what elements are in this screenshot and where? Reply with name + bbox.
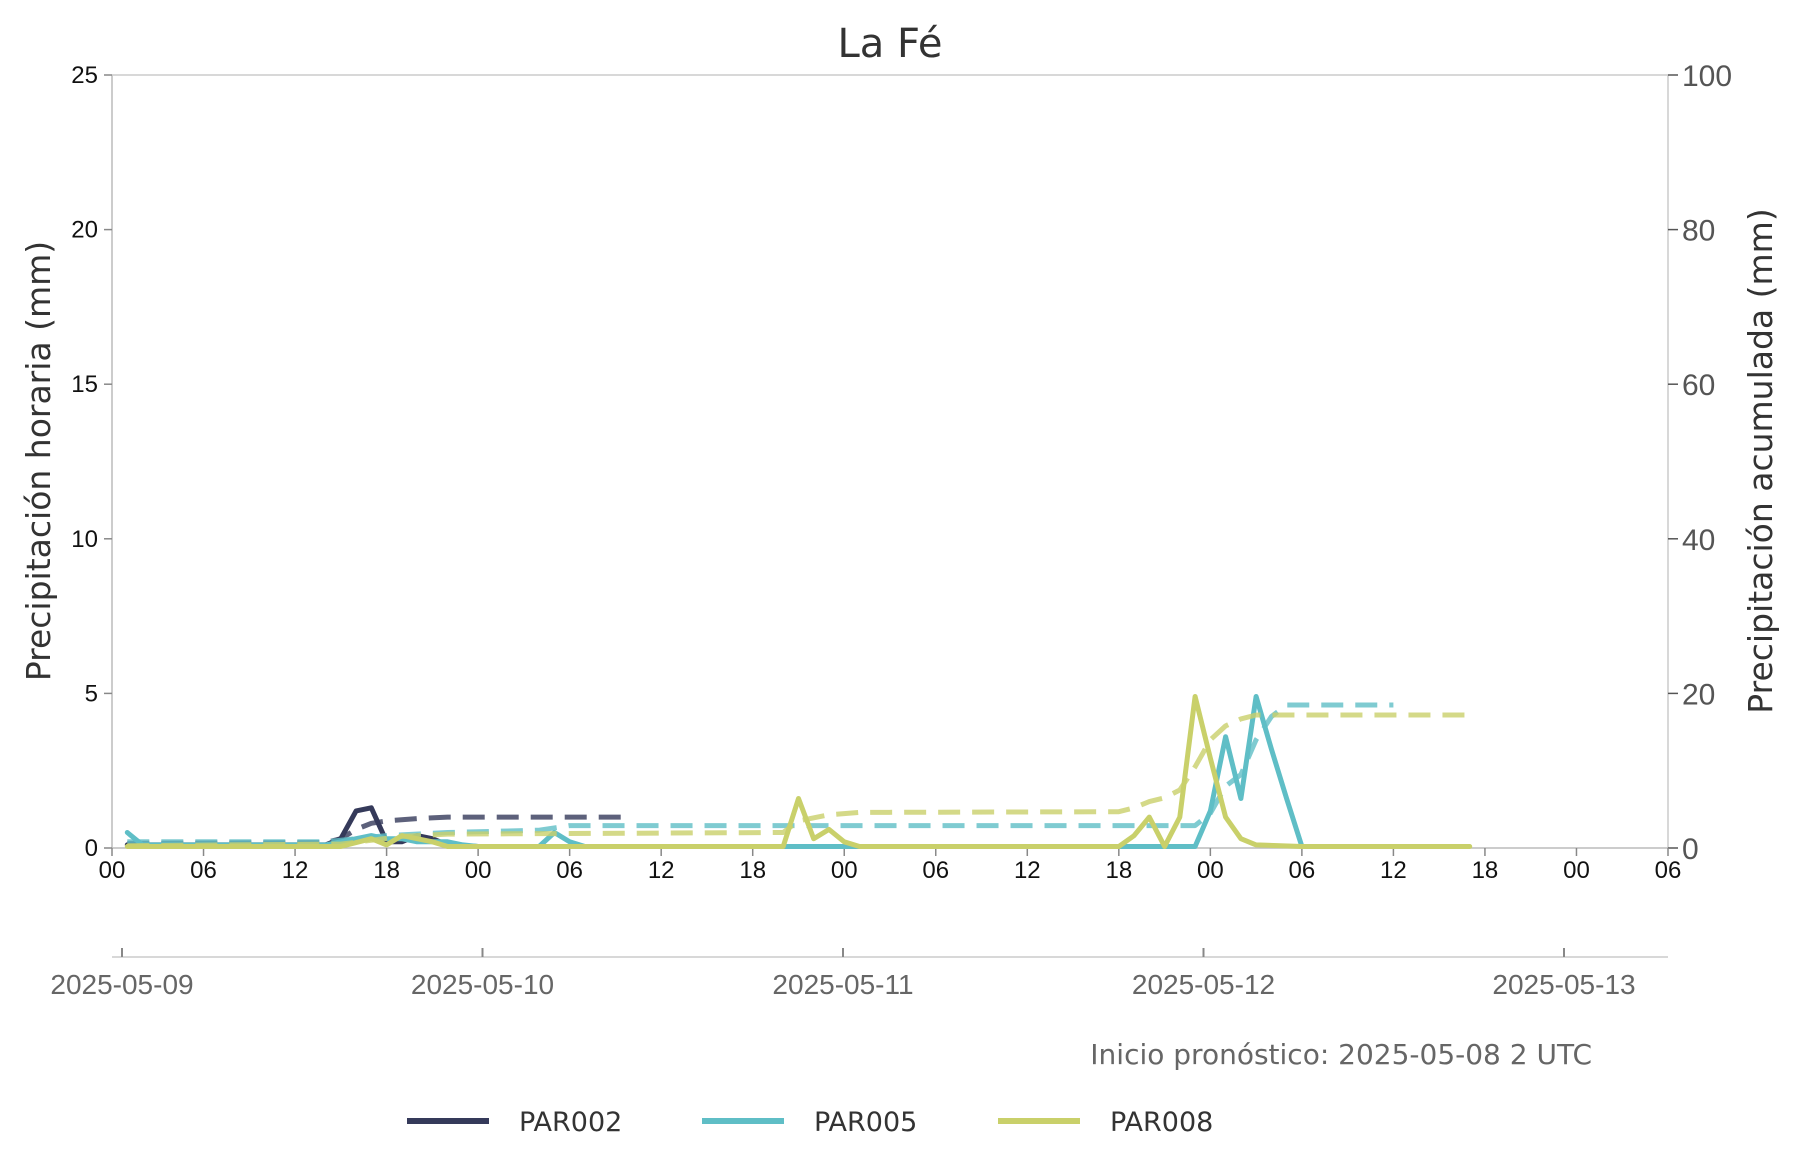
hour-tick-label: 12 (1014, 857, 1041, 884)
hour-tick-label: 06 (1289, 857, 1316, 884)
legend-item-par005: PAR005 (702, 1107, 917, 1138)
right-tick-label: 100 (1682, 60, 1732, 93)
hour-tick-label: 00 (1197, 857, 1224, 884)
forecast-start-note: Inicio pronóstico: 2025-05-08 2 UTC (1090, 1038, 1592, 1071)
hourly-line-par008 (124, 694, 1473, 849)
series-par008 (124, 694, 1473, 849)
hour-tick-label: 00 (99, 857, 126, 884)
left-tick-label: 25 (71, 62, 98, 89)
hour-tick-label: 06 (556, 857, 583, 884)
right-tick-label: 20 (1682, 678, 1715, 711)
hour-tick-label: 00 (831, 857, 858, 884)
hour-tick-label: 18 (1105, 857, 1132, 884)
hour-tick-label: 06 (190, 857, 217, 884)
hour-tick-label: 18 (739, 857, 766, 884)
hour-tick-label: 00 (1563, 857, 1590, 884)
hour-tick-label: 06 (1655, 857, 1682, 884)
date-tick-label: 2025-05-12 (1132, 969, 1275, 1000)
hour-tick-label: 12 (282, 857, 309, 884)
legend-label: PAR008 (1110, 1107, 1213, 1138)
right-y-axis-label: Precipitación acumulada (mm) (1741, 208, 1780, 713)
hour-axis: 00 06 12 18 00 06 12 18 00 06 12 18 00 06 12 18 00 06 (99, 848, 1682, 884)
hour-tick-label: 12 (648, 857, 675, 884)
left-tick-label: 0 (85, 835, 98, 862)
date-tick-label: 2025-05-11 (772, 969, 913, 1000)
left-tick-label: 15 (71, 371, 98, 398)
right-tick-label: 80 (1682, 215, 1715, 248)
left-y-axis: 0 5 10 15 20 25 (71, 62, 112, 862)
cumulative-line-par002 (127, 814, 631, 846)
right-y-axis: 0 20 40 60 80 100 (1668, 60, 1732, 866)
hour-tick-label: 00 (465, 857, 492, 884)
chart-title: La Fé (838, 21, 943, 67)
right-tick-label: 0 (1682, 833, 1699, 866)
left-tick-label: 20 (71, 217, 98, 244)
date-tick-label: 2025-05-09 (50, 969, 193, 1000)
series-par005 (124, 694, 1396, 849)
legend-item-par002: PAR002 (407, 1107, 622, 1138)
right-tick-label: 40 (1682, 524, 1715, 557)
hour-tick-label: 18 (1472, 857, 1499, 884)
legend-label: PAR002 (519, 1107, 622, 1138)
date-tick-label: 2025-05-10 (411, 969, 554, 1000)
hour-tick-label: 18 (373, 857, 400, 884)
legend-label: PAR005 (814, 1107, 917, 1138)
date-axis: 2025-05-09 2025-05-10 2025-05-11 2025-05-12… (50, 948, 1636, 1000)
series-layer (124, 694, 1473, 849)
left-tick-label: 10 (71, 526, 98, 553)
plot-frame (111, 74, 1669, 849)
legend: PAR002 PAR005 PAR008 (407, 1107, 1213, 1138)
hour-tick-label: 06 (922, 857, 949, 884)
legend-item-par008: PAR008 (998, 1107, 1213, 1138)
left-y-axis-label: Precipitación horaria (mm) (19, 241, 58, 681)
date-tick-label: 2025-05-13 (1492, 969, 1635, 1000)
hour-tick-label: 12 (1380, 857, 1407, 884)
left-tick-label: 5 (85, 680, 98, 707)
right-tick-label: 60 (1682, 369, 1715, 402)
